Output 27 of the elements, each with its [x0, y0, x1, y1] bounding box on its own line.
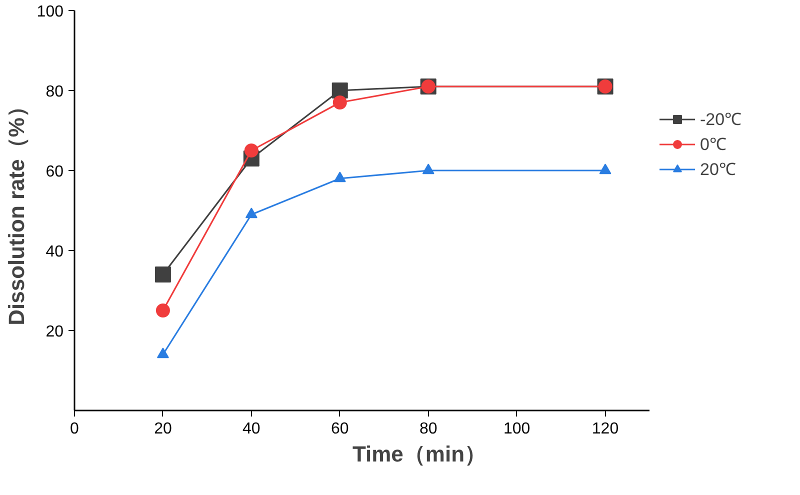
y-axis-title: Dissolution rate（%） — [4, 96, 29, 326]
point — [245, 208, 258, 218]
y-tick-label: 60 — [46, 164, 64, 180]
x-tick-label: 60 — [330, 420, 349, 438]
x-tick-label: 120 — [592, 420, 619, 438]
y-tick-label: 100 — [36, 4, 64, 20]
point — [156, 348, 169, 358]
point — [334, 172, 346, 182]
x-tick-label: 40 — [242, 420, 260, 438]
x-tick-label: 100 — [503, 420, 530, 438]
x-axis-title: Time（min） — [352, 442, 487, 466]
legend-label: -20℃ — [700, 109, 742, 130]
point — [599, 164, 612, 174]
point — [156, 304, 170, 318]
x-tick-label: 0 — [70, 420, 80, 438]
legend-label: 20℃ — [700, 159, 736, 180]
y-tick-label: 40 — [46, 244, 64, 260]
x-tick-label: 20 — [154, 420, 172, 438]
legend-label: 0℃ — [700, 134, 726, 155]
point — [244, 144, 258, 158]
point — [154, 266, 171, 282]
y-tick-label: 20 — [46, 324, 64, 340]
x-tick-label: 80 — [419, 420, 438, 438]
y-tick-label: 80 — [46, 84, 64, 100]
point — [332, 96, 347, 110]
point — [422, 164, 434, 174]
point — [332, 82, 348, 98]
